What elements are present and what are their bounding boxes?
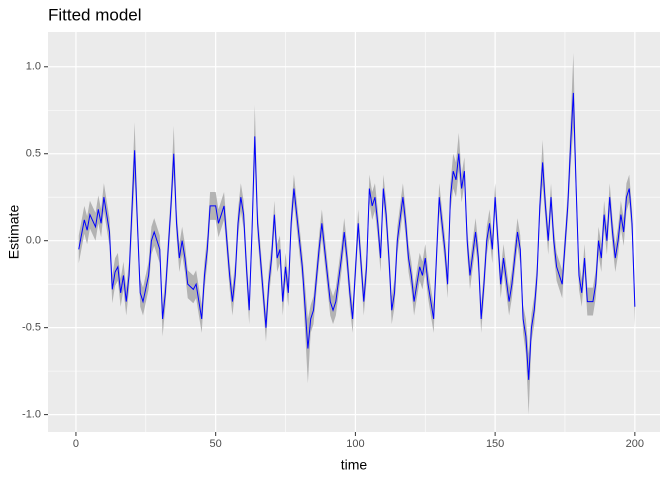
x-axis-title: time bbox=[341, 457, 368, 473]
x-tick-label: 0 bbox=[73, 438, 79, 450]
y-tick-label: -1.0 bbox=[22, 409, 41, 421]
plot-panel bbox=[48, 32, 660, 432]
x-tick-label: 150 bbox=[486, 438, 504, 450]
fitted-line bbox=[78, 92, 636, 380]
x-tick-label: 50 bbox=[210, 438, 222, 450]
y-tick-label: 1.0 bbox=[26, 61, 41, 73]
y-tick-label: 0.0 bbox=[26, 235, 41, 247]
x-tick-label: 200 bbox=[626, 438, 644, 450]
x-tick-label: 100 bbox=[346, 438, 364, 450]
y-axis-title: Estimate bbox=[6, 205, 22, 260]
confidence-ribbon bbox=[78, 52, 635, 415]
y-tick-label: 0.5 bbox=[26, 148, 41, 160]
chart-title: Fitted model bbox=[48, 5, 142, 24]
y-tick-label: -0.5 bbox=[22, 322, 41, 334]
